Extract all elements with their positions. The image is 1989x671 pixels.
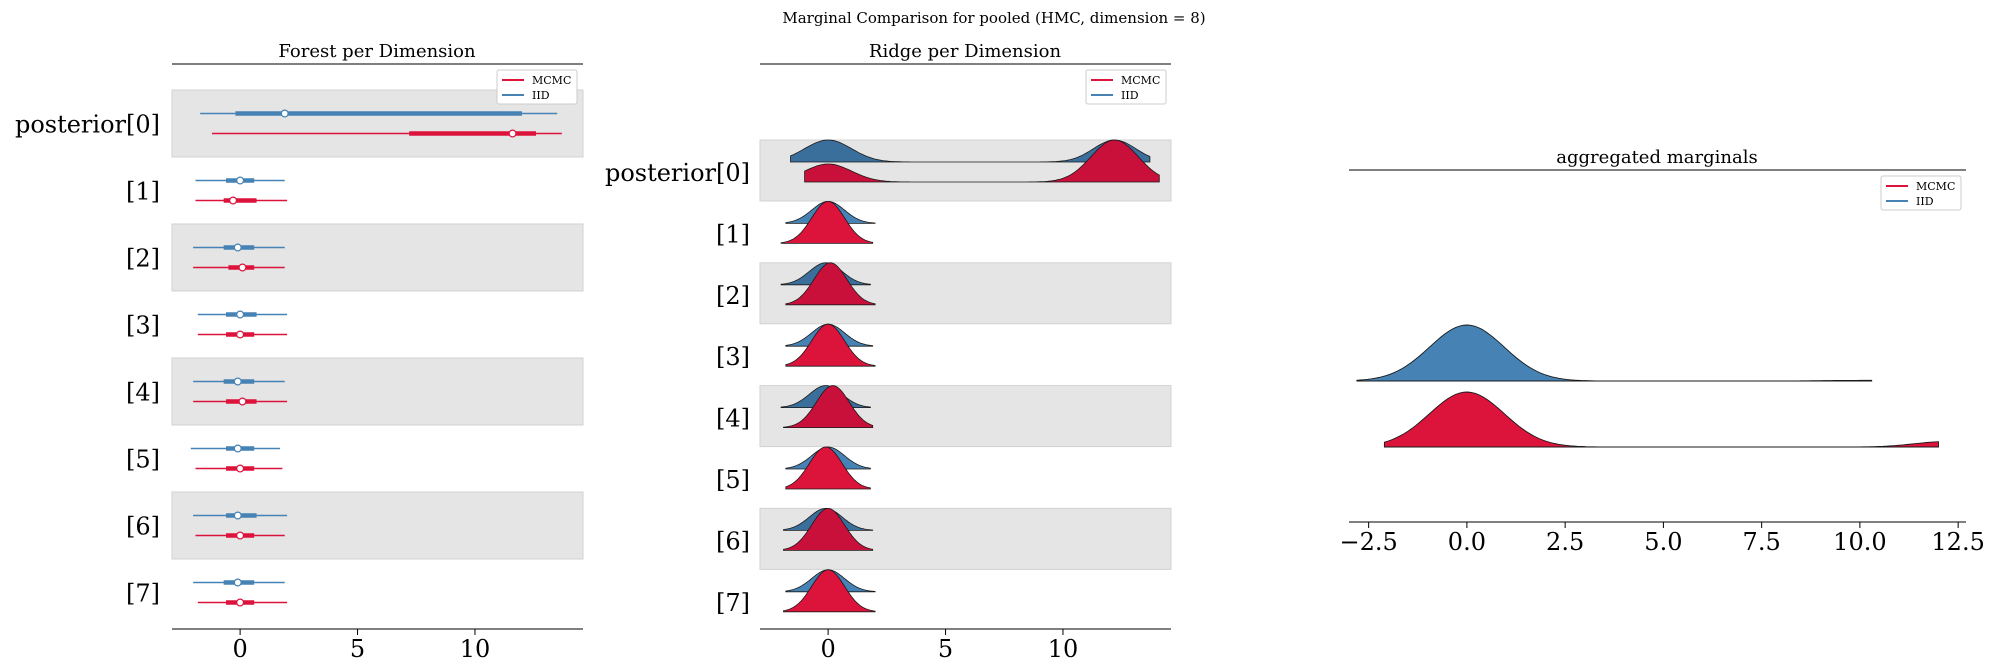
mcmc-density-ridge — [783, 385, 874, 428]
ridge-row-label: [3] — [716, 343, 750, 371]
aggregated-panel: aggregated marginals −2.5 0.0 2.5 5.0 7.5 10.… — [1340, 147, 1985, 556]
iid-median-point — [280, 109, 289, 118]
mcmc-density-ridge — [785, 262, 876, 306]
forest-row-bands — [171, 89, 584, 560]
ridge-title: Ridge per Dimension — [869, 41, 1062, 62]
forest-legend: MCMC IID — [496, 69, 578, 105]
ridge-row-labels: posterior[0] [1] [2] [3] [4] [5] [6] [7] — [605, 159, 750, 617]
mcmc-density-ridge — [804, 139, 1160, 183]
iid-median-point — [233, 444, 242, 453]
x-tick-label: 7.5 — [1743, 528, 1781, 556]
x-tick-label: 0.0 — [1448, 528, 1486, 556]
mcmc-median-point — [236, 330, 245, 339]
forest-row-labels: posterior[0] [1] [2] [3] [4] [5] [6] [7] — [15, 111, 160, 608]
iid-median-point — [233, 377, 242, 386]
ridge-row-label: [2] — [716, 282, 750, 310]
forest-row-label: [7] — [126, 580, 160, 608]
mcmc-density-ridge — [783, 569, 876, 613]
x-tick-label: 0 — [820, 635, 835, 663]
forest-panel: Forest per Dimension posterior[0] [1] [2] [… — [15, 41, 584, 663]
x-tick-label: 5 — [350, 635, 365, 663]
mcmc-median-point — [238, 263, 247, 272]
x-tick-label: 10 — [1048, 635, 1079, 663]
legend-iid-label: IID — [1916, 195, 1934, 208]
iid-median-point — [233, 243, 242, 252]
mcmc-density-ridge — [780, 201, 874, 244]
forest-row-label: [4] — [126, 379, 160, 407]
legend-mcmc-label: MCMC — [1121, 74, 1160, 87]
x-tick-label: 5 — [938, 635, 953, 663]
x-tick-label: 10.0 — [1833, 528, 1886, 556]
x-tick-label: 12.5 — [1931, 528, 1984, 556]
ridge-x-ticks: 0 5 10 — [820, 629, 1078, 663]
forest-row-label: [5] — [126, 446, 160, 474]
aggregated-x-ticks: −2.5 0.0 2.5 5.0 7.5 10.0 12.5 — [1340, 522, 1985, 556]
ridge-row-label: [6] — [716, 527, 750, 555]
x-tick-label: −2.5 — [1340, 528, 1398, 556]
x-tick-label: 2.5 — [1546, 528, 1584, 556]
mcmc-median-point — [508, 129, 517, 138]
forest-row-label: [1] — [126, 178, 160, 206]
forest-title: Forest per Dimension — [278, 41, 476, 62]
legend-mcmc-label: MCMC — [532, 74, 571, 87]
mcmc-density-ridge — [785, 323, 876, 367]
x-tick-label: 10 — [460, 635, 491, 663]
mcmc-median-point — [236, 464, 245, 473]
forest-row-band — [171, 491, 584, 560]
mcmc-aggregated-density — [1383, 391, 1939, 448]
x-tick-label: 0 — [232, 635, 247, 663]
x-tick-label: 5.0 — [1644, 528, 1682, 556]
figure-suptitle: Marginal Comparison for pooled (HMC, dim… — [782, 9, 1205, 27]
aggregated-title: aggregated marginals — [1556, 147, 1757, 168]
legend-iid-label: IID — [532, 89, 550, 102]
mcmc-density-ridge — [783, 508, 874, 551]
iid-median-point — [236, 176, 245, 185]
legend-mcmc-label: MCMC — [1916, 180, 1955, 193]
aggregated-densities — [1356, 324, 1939, 448]
forest-row-band — [171, 223, 584, 292]
ridge-row-label: [4] — [716, 405, 750, 433]
iid-median-point — [233, 578, 242, 587]
legend-iid-label: IID — [1121, 89, 1139, 102]
ridge-row-label: [5] — [716, 466, 750, 494]
forest-x-ticks: 0 5 10 — [232, 629, 490, 663]
forest-row-band — [171, 357, 584, 426]
iid-median-point — [236, 310, 245, 319]
forest-row-label: [3] — [126, 312, 160, 340]
mcmc-density-ridge — [785, 446, 871, 490]
mcmc-median-point — [236, 598, 245, 607]
ridge-row-label: posterior[0] — [605, 159, 750, 187]
ridge-densities — [780, 139, 1160, 613]
forest-intervals — [190, 109, 562, 607]
ridge-panel: Ridge per Dimension posterior[0] [1] [2] [3… — [605, 41, 1172, 663]
forest-row-label: [6] — [126, 513, 160, 541]
mcmc-median-point — [236, 531, 245, 540]
forest-row-label: posterior[0] — [15, 111, 160, 139]
iid-aggregated-density — [1356, 324, 1873, 382]
mcmc-median-point — [229, 196, 238, 205]
ridge-row-label: [1] — [716, 220, 750, 248]
ridge-legend: MCMC IID — [1085, 69, 1167, 105]
iid-median-point — [233, 511, 242, 520]
mcmc-median-point — [238, 397, 247, 406]
ridge-row-label: [7] — [716, 589, 750, 617]
forest-row-label: [2] — [126, 245, 160, 273]
aggregated-legend: MCMC IID — [1880, 175, 1962, 211]
